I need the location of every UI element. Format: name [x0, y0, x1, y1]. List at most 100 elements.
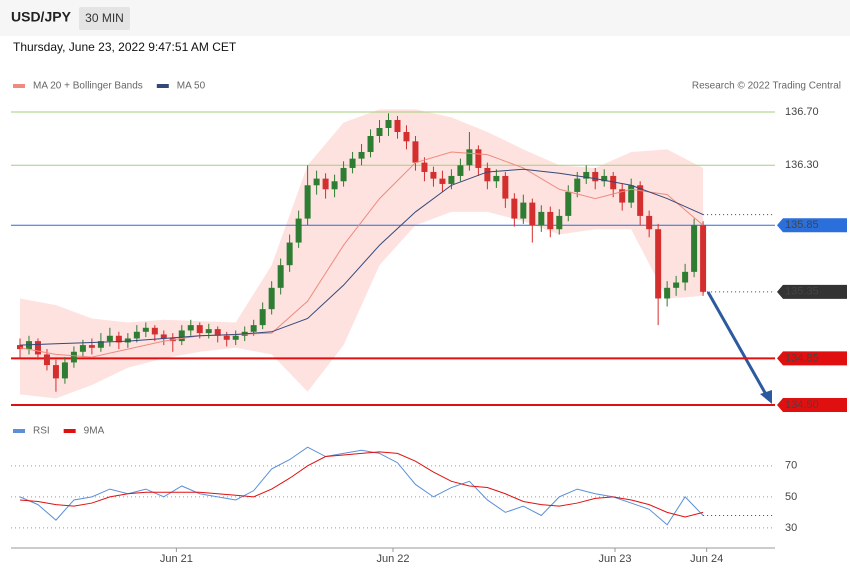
candle-body [268, 287, 275, 310]
candle-body [637, 185, 644, 216]
candle-body [160, 334, 167, 339]
timestamp: Thursday, June 23, 2022 9:47:51 AM CET [13, 40, 237, 54]
legend-label: RSI [33, 426, 50, 437]
x-tick-label: Jun 22 [376, 553, 409, 565]
candle-body [340, 167, 347, 182]
header-bar [0, 0, 850, 36]
candle-body [430, 171, 437, 179]
candle-body [583, 171, 590, 179]
indicator-line [19, 451, 704, 518]
candle-body [385, 120, 392, 129]
candle-body [511, 198, 518, 219]
candle-body [97, 341, 104, 348]
candle-body [403, 131, 410, 142]
candle-body [61, 362, 68, 379]
candle-body [466, 149, 473, 166]
y-tick-label: 50 [785, 491, 797, 503]
candle-body [691, 225, 698, 272]
legend-label: MA 20 + Bollinger Bands [33, 81, 143, 92]
candle-body [493, 175, 500, 182]
level-label-box [777, 351, 847, 366]
legend-swatch [13, 84, 25, 88]
forecast-arrow [706, 291, 770, 399]
x-tick-label: Jun 23 [598, 553, 631, 565]
candle-body [484, 167, 491, 182]
level-label-box [777, 398, 847, 413]
level-label-box [777, 284, 847, 299]
candle-body [286, 242, 293, 266]
moving-average [19, 151, 704, 358]
candle-body [304, 185, 311, 219]
candle-body [16, 345, 23, 350]
moving-average [19, 168, 704, 346]
legend-label: MA 50 [177, 81, 206, 92]
candle-body [196, 325, 203, 334]
legend-label: 9MA [84, 426, 105, 437]
candle-body [655, 229, 662, 299]
candle-body [412, 141, 419, 163]
candle-body [142, 327, 149, 332]
candle-body [475, 149, 482, 168]
candle-body [682, 271, 689, 283]
candle-body [151, 327, 158, 335]
candle-body [214, 329, 221, 336]
candle-body [538, 211, 545, 226]
candle-body [331, 181, 338, 190]
candle-body [592, 171, 599, 182]
candle-body [664, 287, 671, 299]
candle-body [106, 335, 113, 342]
legend-swatch [63, 429, 76, 433]
candle-body [295, 218, 302, 243]
candle-body [421, 162, 428, 172]
x-tick-label: Jun 21 [160, 553, 193, 565]
candle-body [520, 202, 527, 219]
candle-body [313, 178, 320, 186]
forecast-arrowhead [760, 390, 772, 404]
indicator-line [19, 446, 704, 526]
candle-body [394, 120, 401, 132]
candle-body [457, 165, 464, 176]
candle-body [277, 265, 284, 288]
candle-body [223, 335, 230, 340]
candle-body [79, 345, 86, 352]
legend-swatch [156, 84, 169, 88]
y-tick-label: 30 [785, 522, 797, 534]
candle-body [205, 329, 212, 334]
legend-swatch [13, 429, 25, 433]
candle-body [547, 211, 554, 230]
candle-body [322, 178, 329, 190]
candle-body [556, 215, 563, 230]
x-tick-label: Jun 24 [690, 553, 723, 565]
candle-body [115, 335, 122, 343]
candle-body [601, 175, 608, 182]
candle-body [187, 325, 194, 331]
candle-body [610, 175, 617, 190]
candle-body [565, 191, 572, 216]
timeframe-box [79, 7, 130, 30]
level-label: 134.50 [785, 399, 819, 411]
candle-body [259, 309, 266, 326]
y-tick-label: 70 [785, 460, 797, 472]
candle-body [52, 365, 59, 379]
level-label-box [777, 218, 847, 233]
level-label: 134.85 [785, 352, 819, 364]
candle-body [502, 175, 509, 199]
candle-body [349, 158, 356, 168]
candle-body [448, 175, 455, 184]
candle-body [628, 185, 635, 203]
candle-body [124, 338, 131, 343]
candle-body [88, 345, 95, 348]
candle-body [367, 135, 374, 152]
level-label: 136.70 [785, 106, 819, 118]
candle-body [178, 330, 185, 342]
level-label: 135.85 [785, 219, 819, 231]
candle-body [700, 225, 707, 292]
candle-body [358, 151, 365, 159]
symbol: USD/JPY [11, 9, 72, 25]
candle-body [439, 178, 446, 184]
candle-body [529, 202, 536, 226]
candle-body [70, 351, 77, 363]
candle-body [376, 128, 383, 136]
candle-body [232, 335, 239, 340]
